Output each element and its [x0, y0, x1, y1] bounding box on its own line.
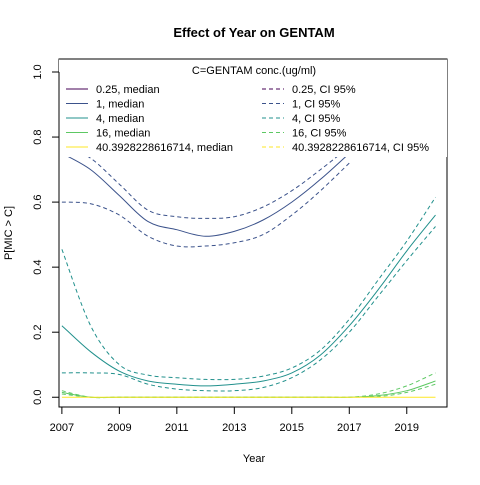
x-tick-label-3: 2013: [222, 422, 246, 434]
legend-label-3: 1, CI 95%: [292, 99, 341, 111]
y-axis-label: P[MIC > C]: [3, 206, 15, 260]
y-tick-label-5: 1.0: [32, 64, 44, 79]
legend-label-1: 0.25, CI 95%: [292, 84, 356, 96]
x-axis: 2007 2009 2011 2013 2015 2017 2019: [50, 406, 419, 434]
x-tick-label-4: 2015: [280, 422, 304, 434]
chart-title: Effect of Year on GENTAM: [173, 25, 334, 40]
y-tick-label-4: 0.8: [32, 129, 44, 144]
x-tick-label-5: 2017: [337, 422, 361, 434]
legend-label-9: 40.3928228616714, CI 95%: [292, 142, 429, 154]
legend: C=GENTAM conc.(ug/ml) 0.25, median 0.25, …: [59, 58, 447, 157]
y-tick-label-0: 0.0: [32, 390, 44, 405]
legend-entries: 0.25, median 0.25, CI 95% 1, median 1, CI 9…: [66, 84, 429, 154]
x-tick-label-2: 2011: [165, 422, 189, 434]
legend-label-5: 4, CI 95%: [292, 113, 341, 125]
series-line-3: [61, 214, 436, 387]
x-tick-label-1: 2009: [107, 422, 131, 434]
legend-label-7: 16, CI 95%: [292, 128, 347, 140]
y-axis: 0.0 0.2 0.4 0.6 0.8 1.0: [32, 64, 60, 405]
y-tick-label-1: 0.2: [32, 325, 44, 340]
series-line-0: [61, 152, 350, 237]
series-line-5: [61, 226, 436, 392]
legend-label-2: 1, median: [96, 99, 144, 111]
legend-label-0: 0.25, median: [96, 84, 160, 96]
legend-label-8: 40.3928228616714, median: [96, 142, 233, 154]
x-tick-label-6: 2019: [395, 422, 419, 434]
legend-label-6: 16, median: [96, 128, 150, 140]
y-tick-label-3: 0.6: [32, 194, 44, 209]
legend-background: [59, 59, 447, 157]
legend-label-4: 4, median: [96, 113, 144, 125]
x-tick-label-0: 2007: [50, 422, 74, 434]
legend-title: C=GENTAM conc.(ug/ml): [192, 65, 316, 77]
series-line-2: [61, 162, 350, 248]
series-line-1: [61, 143, 350, 219]
plot-lines: [61, 143, 436, 399]
x-axis-label: Year: [243, 453, 266, 465]
y-tick-label-2: 0.4: [32, 259, 44, 274]
